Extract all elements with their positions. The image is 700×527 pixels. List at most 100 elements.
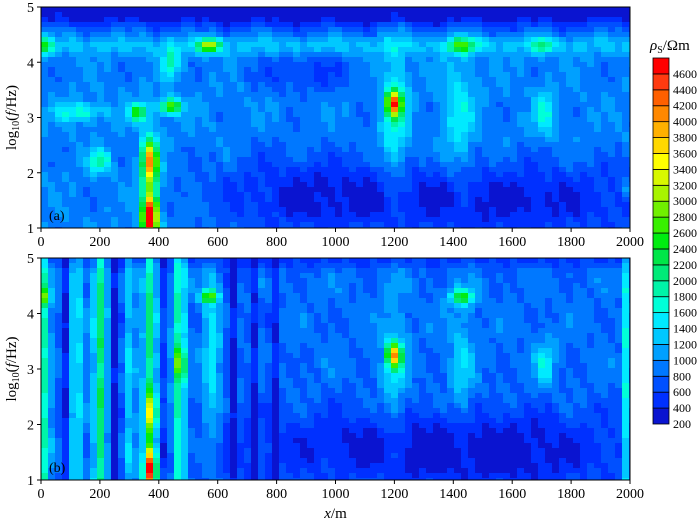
heatmap-cell (573, 167, 581, 173)
heatmap-cell (475, 37, 483, 43)
heatmap-cell (461, 222, 469, 228)
heatmap-cell (251, 82, 259, 88)
heatmap-cell (153, 273, 161, 279)
heatmap-cell (321, 187, 329, 193)
heatmap-cell (419, 32, 427, 38)
heatmap-cell (111, 308, 119, 314)
heatmap-cell (293, 107, 301, 113)
heatmap-cell (482, 283, 490, 289)
heatmap-cell (370, 42, 378, 48)
heatmap-cell (258, 142, 266, 148)
heatmap-cell (384, 57, 392, 63)
heatmap-cell (531, 222, 539, 228)
heatmap-cell (391, 167, 399, 173)
heatmap-cell (566, 318, 574, 324)
heatmap-cell (181, 293, 189, 299)
heatmap-cell (55, 303, 63, 309)
heatmap-cell (482, 7, 490, 13)
heatmap-cell (258, 192, 266, 198)
heatmap-cell (433, 172, 441, 178)
heatmap-cell (76, 298, 84, 304)
heatmap-cell (174, 77, 182, 83)
heatmap-cell (440, 102, 448, 108)
heatmap-cell (202, 162, 210, 168)
heatmap-cell (391, 42, 399, 48)
heatmap-cell (328, 268, 336, 274)
heatmap-cell (496, 52, 504, 58)
heatmap-cell (111, 37, 119, 43)
heatmap-cell (76, 293, 84, 299)
heatmap-cell (552, 222, 560, 228)
heatmap-cell (97, 37, 105, 43)
heatmap-cell (55, 283, 63, 289)
heatmap-cell (153, 303, 161, 309)
heatmap-cell (202, 42, 210, 48)
heatmap-cell (594, 172, 602, 178)
heatmap-cell (167, 172, 175, 178)
heatmap-cell (580, 107, 588, 113)
heatmap-cell (559, 117, 567, 123)
heatmap-cell (608, 162, 616, 168)
heatmap-cell (321, 77, 329, 83)
heatmap-cell (55, 187, 63, 193)
heatmap-cell (69, 313, 77, 319)
heatmap-cell (195, 293, 203, 299)
heatmap-cell (475, 62, 483, 68)
heatmap-cell (580, 112, 588, 118)
heatmap-cell (454, 278, 462, 284)
heatmap-cell (321, 67, 329, 73)
heatmap-cell (377, 32, 385, 38)
heatmap-cell (251, 192, 259, 198)
heatmap-cell (412, 263, 420, 269)
heatmap-cell (566, 273, 574, 279)
heatmap-cell (587, 222, 595, 228)
heatmap-cell (335, 117, 343, 123)
heatmap-cell (279, 32, 287, 38)
heatmap-cell (125, 62, 133, 68)
heatmap-cell (258, 258, 266, 264)
heatmap-cell (531, 122, 539, 128)
heatmap-cell (496, 187, 504, 193)
heatmap-cell (601, 273, 609, 279)
heatmap-cell (608, 157, 616, 163)
heatmap-cell (251, 323, 259, 329)
heatmap-cell (468, 273, 476, 279)
heatmap-cell (230, 67, 238, 73)
heatmap-cell (398, 293, 406, 299)
heatmap-cell (622, 87, 630, 93)
heatmap-cell (587, 298, 595, 304)
heatmap-cell (454, 303, 462, 309)
heatmap-cell (538, 97, 546, 103)
heatmap-cell (216, 37, 224, 43)
heatmap-cell (538, 177, 546, 183)
heatmap-cell (328, 303, 336, 309)
heatmap-cell (202, 87, 210, 93)
heatmap-cell (601, 92, 609, 98)
heatmap-cell (293, 82, 301, 88)
heatmap-cell (244, 293, 252, 299)
heatmap-cell (622, 62, 630, 68)
heatmap-cell (433, 202, 441, 208)
heatmap-cell (279, 82, 287, 88)
heatmap-cell (146, 102, 154, 108)
heatmap-cell (601, 57, 609, 63)
heatmap-cell (48, 87, 56, 93)
heatmap-cell (97, 22, 105, 28)
heatmap-cell (265, 102, 273, 108)
heatmap-cell (314, 177, 322, 183)
heatmap-cell (125, 32, 133, 38)
heatmap-cell (580, 268, 588, 274)
heatmap-cell (230, 82, 238, 88)
heatmap-cell (545, 303, 553, 309)
heatmap-cell (412, 207, 420, 213)
heatmap-cell (76, 278, 84, 284)
heatmap-cell (216, 258, 224, 264)
heatmap-cell (125, 137, 133, 143)
heatmap-cell (188, 152, 196, 158)
heatmap-cell (146, 17, 154, 23)
heatmap-cell (258, 112, 266, 118)
heatmap-cell (160, 182, 168, 188)
heatmap-cell (69, 318, 77, 324)
heatmap-cell (608, 212, 616, 218)
heatmap-cell (286, 258, 294, 264)
